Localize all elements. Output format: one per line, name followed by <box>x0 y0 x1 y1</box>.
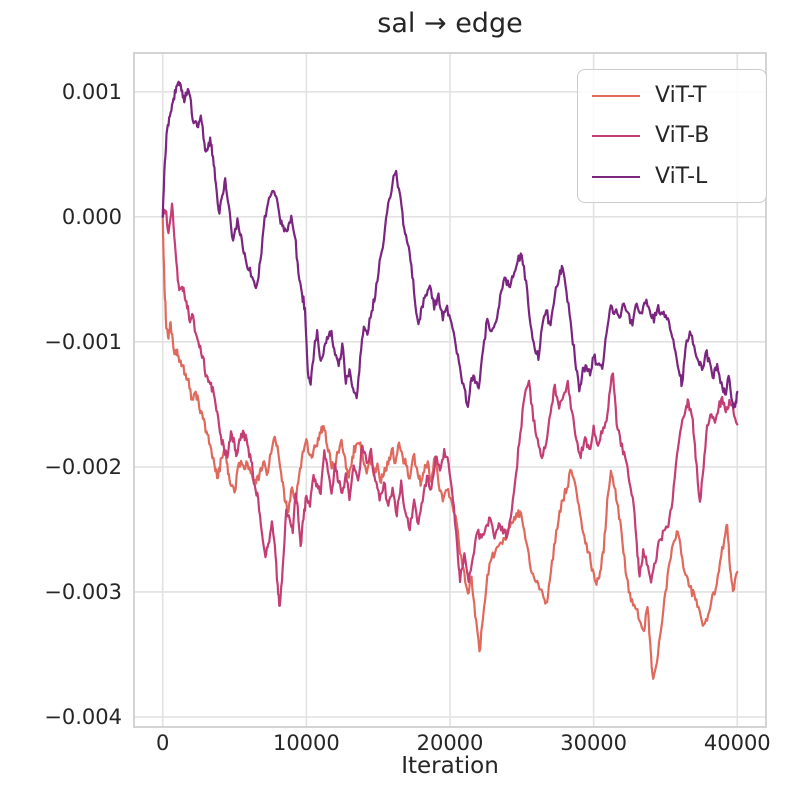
y-tick-label: −0.001 <box>44 330 122 354</box>
series-line-vit-t <box>161 215 739 680</box>
legend-label: ViT-L <box>655 163 708 189</box>
y-tick-label: −0.002 <box>44 455 122 479</box>
x-tick-label: 20000 <box>417 731 484 755</box>
x-tick-label: 10000 <box>273 731 340 755</box>
y-tick-label: −0.004 <box>44 705 122 729</box>
legend-line-swatch <box>592 94 640 97</box>
legend-item-vit-b: ViT-B <box>578 117 766 155</box>
legend: ViT-T ViT-B ViT-L <box>577 69 767 203</box>
legend-line-swatch <box>592 135 640 137</box>
x-tick-label: 0 <box>156 731 169 755</box>
legend-item-vit-l: ViT-L <box>578 158 766 196</box>
x-tick-label: 30000 <box>560 731 627 755</box>
series-line-vit-l <box>161 80 739 409</box>
legend-label: ViT-B <box>655 123 710 148</box>
axes-border <box>133 52 767 728</box>
y-tick-label: −0.003 <box>44 580 122 604</box>
y-tick-label: 0.001 <box>62 80 122 104</box>
y-tick-label: 0.000 <box>62 205 122 229</box>
x-axis-label: Iteration <box>401 753 499 779</box>
legend-label: ViT-T <box>655 82 707 108</box>
chart-title: sal → edge <box>377 8 523 39</box>
series-line-vit-b <box>161 202 739 607</box>
legend-item-vit-t: ViT-T <box>578 77 766 115</box>
x-tick-label: 40000 <box>704 731 771 755</box>
legend-line-swatch <box>592 175 640 178</box>
